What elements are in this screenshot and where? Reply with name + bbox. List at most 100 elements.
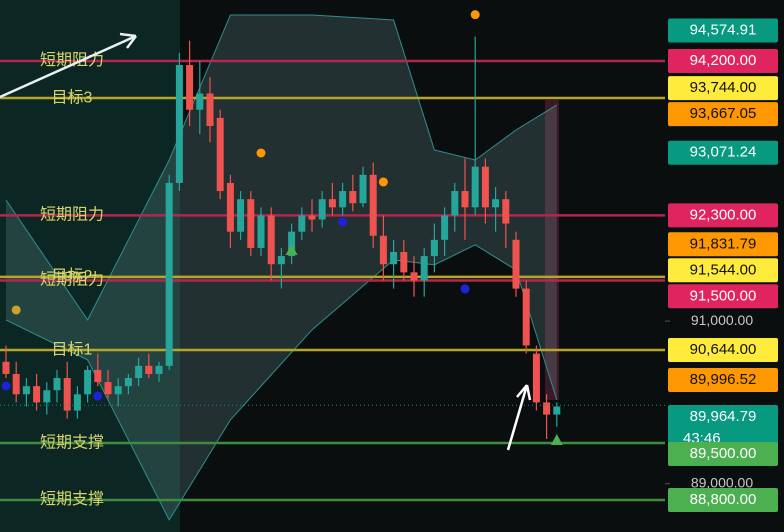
price-tag <box>668 48 778 73</box>
price-tag-label: 89,996.52 <box>690 371 757 388</box>
candle-body <box>471 166 479 208</box>
candle-body <box>359 174 367 204</box>
marker <box>93 391 103 401</box>
candle-body <box>237 199 245 232</box>
price-tag-label: 90,644.00 <box>690 341 757 358</box>
candle-body <box>441 215 449 240</box>
candle-body <box>502 199 510 224</box>
price-tag <box>668 140 778 165</box>
price-tag-label: 91,500.00 <box>690 287 757 304</box>
price-tag-label: 88,800.00 <box>690 491 757 508</box>
candle-body <box>247 199 255 248</box>
candle-body <box>492 199 500 208</box>
price-tag <box>668 203 778 228</box>
price-tag-label: 93,071.24 <box>690 144 757 161</box>
level-label: 目标3 <box>52 88 93 106</box>
plot: 91,000.0089,000.00短期阻力目标3短期阻力目标2短期阻力目标1短… <box>0 10 753 521</box>
arrow <box>506 384 532 451</box>
candle-body <box>461 191 469 208</box>
candle-body <box>124 378 132 387</box>
candle-body <box>400 252 408 273</box>
y-tick-label: 91,000.00 <box>691 312 753 328</box>
marker <box>550 433 563 445</box>
candle-body <box>104 382 112 395</box>
candle-body <box>165 182 173 366</box>
marker <box>1 381 11 391</box>
price-tag <box>668 232 778 257</box>
candle-body <box>135 365 143 379</box>
candle-body <box>43 390 51 403</box>
candle-body <box>33 386 41 403</box>
candle-body <box>369 174 377 236</box>
band-upper <box>5 14 558 321</box>
candle-body <box>308 215 316 220</box>
candle-body <box>84 369 92 395</box>
candle-body <box>339 191 347 208</box>
level-label: 短期支撑 <box>40 490 104 508</box>
candle-body <box>512 239 520 289</box>
band-lower <box>5 244 558 521</box>
level-label: 短期阻力 <box>40 271 104 289</box>
price-tag <box>668 338 778 363</box>
candle-body <box>298 215 306 232</box>
candle-body <box>481 166 489 208</box>
candle-body <box>410 272 418 281</box>
candle-body <box>257 215 265 248</box>
candle-body <box>267 215 275 265</box>
price-tag-label: 89,500.00 <box>690 445 757 462</box>
marker <box>285 243 298 255</box>
price-tag <box>668 76 778 101</box>
price-tag-label: 91,831.79 <box>690 235 757 252</box>
candle-body <box>73 394 81 411</box>
candle-body <box>379 235 387 265</box>
candle-body <box>114 386 122 395</box>
price-tag-label: 92,300.00 <box>690 206 757 223</box>
candle-body <box>12 373 20 395</box>
candle-body <box>543 402 551 415</box>
candle-body <box>420 256 428 281</box>
y-tick-label: 89,000.00 <box>691 474 753 490</box>
price-tag-label: 93,667.05 <box>690 105 757 122</box>
candle-body <box>94 369 102 383</box>
marker <box>460 284 470 294</box>
level-label: 目标1 <box>52 340 93 358</box>
price-tag-label: 94,574.91 <box>690 21 757 38</box>
candle-body <box>2 361 10 374</box>
level-label: 短期阻力 <box>40 51 104 69</box>
price-tag <box>668 258 778 283</box>
marker <box>378 177 388 187</box>
marker <box>470 10 480 20</box>
candle-body <box>155 365 163 374</box>
price-tag <box>668 18 778 43</box>
candle-body <box>553 406 561 415</box>
candle-body <box>53 378 61 391</box>
price-tag-label: 91,544.00 <box>690 261 757 278</box>
price-tag <box>668 442 778 467</box>
shaded-region <box>545 100 559 400</box>
price-tag <box>668 284 778 309</box>
candle-body <box>145 365 153 374</box>
candle-body <box>532 353 540 403</box>
level-label: 短期阻力 <box>40 206 104 224</box>
marker <box>11 305 21 315</box>
candle-body <box>226 182 234 232</box>
marker <box>338 217 348 227</box>
price-tag-label: 94,200.00 <box>690 52 757 69</box>
candle-body <box>206 93 214 127</box>
price-tag <box>668 368 778 393</box>
candle-body <box>175 65 183 183</box>
candle-body <box>186 65 194 110</box>
candle-body <box>318 199 326 220</box>
candle-body <box>349 191 357 204</box>
marker <box>256 148 266 158</box>
candle-body <box>451 191 459 216</box>
candle-body <box>288 231 296 257</box>
candle-body <box>390 252 398 265</box>
price-tag <box>668 487 778 512</box>
price-tag <box>668 102 778 127</box>
candle-body <box>196 93 204 110</box>
candle-body <box>22 386 30 395</box>
candle-body <box>216 117 224 192</box>
candle-body <box>63 378 71 411</box>
